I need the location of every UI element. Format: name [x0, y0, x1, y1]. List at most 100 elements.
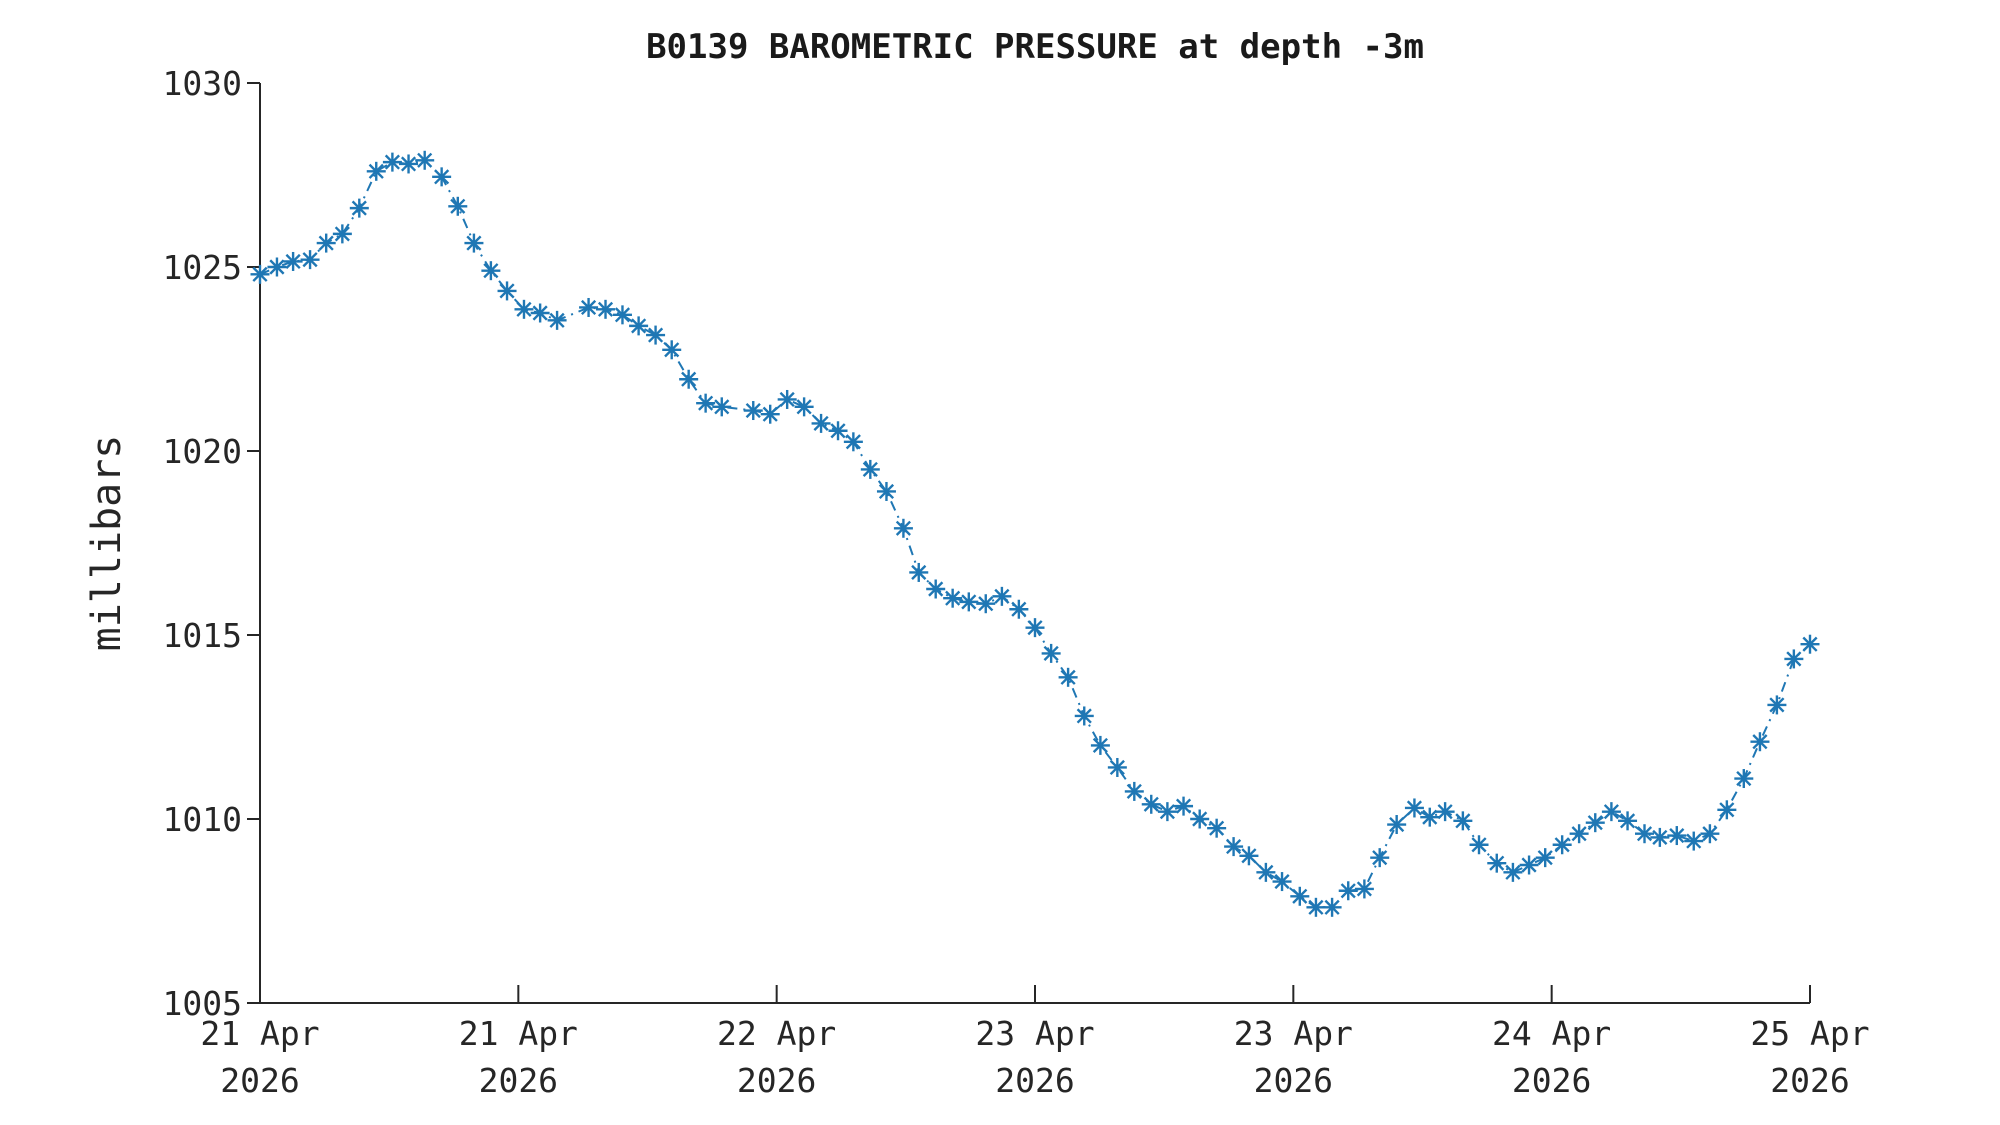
marker-stroke: [499, 283, 515, 299]
x-tick-label: 25 Apr: [1750, 1014, 1869, 1053]
data-point-marker: [448, 196, 468, 216]
data-point-marker: [497, 281, 517, 301]
data-point-marker: [399, 154, 419, 174]
data-point-marker: [1025, 618, 1045, 638]
data-point-marker: [1306, 897, 1326, 917]
data-point-marker: [1767, 695, 1787, 715]
marker-stroke: [845, 434, 861, 450]
data-point-marker: [1058, 667, 1078, 687]
x-tick-label: 21 Apr: [200, 1014, 319, 1053]
x-tick-label-year: 2026: [479, 1061, 558, 1100]
marker-stroke: [1719, 802, 1735, 818]
marker-stroke: [1226, 839, 1242, 855]
data-point-marker: [992, 586, 1012, 606]
marker-stroke: [1587, 815, 1603, 831]
data-point-marker: [1174, 796, 1194, 816]
y-tick-label: 1020: [163, 432, 242, 471]
x-tick-label-year: 2026: [1770, 1061, 1849, 1100]
data-point-marker: [1256, 862, 1276, 882]
data-point-marker: [1684, 831, 1704, 851]
marker-stroke: [351, 200, 367, 216]
data-point-marker: [382, 152, 402, 172]
data-point-marker: [893, 518, 913, 538]
data-point-marker: [1272, 872, 1292, 892]
data-point-marker: [909, 562, 929, 582]
marker-stroke: [1076, 708, 1092, 724]
x-tick-label-year: 2026: [995, 1061, 1074, 1100]
marker-stroke: [911, 564, 927, 581]
data-point-marker: [1585, 813, 1605, 833]
marker-stroke: [1406, 800, 1422, 816]
data-point-marker: [1354, 879, 1374, 899]
marker-stroke: [1372, 850, 1388, 866]
data-point-marker: [530, 303, 550, 323]
marker-stroke: [779, 391, 795, 408]
marker-stroke: [1126, 783, 1142, 799]
y-tick-label: 1025: [163, 248, 242, 287]
marker-stroke: [1192, 811, 1208, 827]
marker-stroke: [384, 154, 400, 170]
marker-stroke: [762, 406, 778, 422]
data-point-marker: [1650, 827, 1670, 847]
data-point-marker: [843, 432, 863, 452]
marker-stroke: [1356, 881, 1372, 897]
data-point-marker: [1453, 811, 1473, 831]
data-point-marker: [760, 404, 780, 424]
marker-stroke: [1340, 883, 1356, 899]
data-point-marker: [1041, 643, 1061, 663]
marker-stroke: [1521, 857, 1537, 873]
data-point-marker: [1157, 802, 1177, 822]
marker-stroke: [1143, 796, 1159, 812]
data-point-marker: [514, 299, 534, 319]
data-point-marker: [1090, 735, 1110, 755]
data-point-marker: [1717, 800, 1737, 820]
x-tick-label-year: 2026: [220, 1061, 299, 1100]
data-point-marker: [1124, 781, 1144, 801]
data-point-marker: [267, 257, 287, 277]
data-point-marker: [1750, 732, 1770, 752]
marker-stroke: [1636, 826, 1653, 842]
marker-stroke: [1209, 820, 1225, 836]
marker-stroke: [813, 415, 829, 431]
marker-stroke: [269, 259, 285, 275]
marker-stroke: [549, 312, 565, 328]
data-point-marker: [1239, 846, 1259, 866]
marker-stroke: [961, 594, 977, 610]
marker-stroke: [1060, 669, 1076, 685]
axes-layer: 1005 1010 1015 1020 1025 1030 21 Apr 2026 21 Apr…: [163, 64, 1870, 1100]
data-point-marker: [1469, 835, 1489, 855]
data-point-marker: [596, 299, 616, 319]
data-point-marker: [1784, 649, 1804, 669]
marker-stroke: [1686, 833, 1702, 849]
marker-stroke: [878, 483, 895, 500]
data-point-marker: [1290, 886, 1310, 906]
data-point-marker: [1190, 809, 1210, 829]
marker-stroke: [1802, 636, 1818, 652]
marker-stroke: [928, 581, 944, 597]
marker-stroke: [698, 395, 714, 411]
marker-stroke: [1092, 737, 1108, 753]
data-point-marker: [1519, 855, 1539, 875]
data-point-marker: [1420, 807, 1440, 827]
data-point-marker: [1435, 802, 1455, 822]
marker-stroke: [1786, 651, 1802, 667]
plot-title: B0139 BAROMETRIC PRESSURE at depth -3m: [646, 27, 1424, 67]
x-tick-label: 24 Apr: [1492, 1014, 1611, 1053]
marker-stroke: [483, 263, 499, 279]
y-tick-label: 1015: [163, 616, 242, 655]
data-point-marker: [662, 340, 682, 360]
data-point-marker: [349, 198, 369, 218]
data-point-marker: [1667, 826, 1687, 846]
marker-stroke: [1258, 864, 1274, 880]
marker-stroke: [681, 371, 697, 387]
marker-stroke: [1292, 888, 1308, 904]
marker-stroke: [1769, 697, 1785, 713]
marker-stroke: [1324, 899, 1340, 915]
marker-stroke: [1652, 829, 1668, 845]
data-point-marker: [811, 413, 831, 433]
data-point-marker: [612, 305, 632, 325]
x-tick-label-year: 2026: [1254, 1061, 1333, 1100]
data-point-marker: [1224, 837, 1244, 857]
data-point-marker: [464, 233, 484, 253]
